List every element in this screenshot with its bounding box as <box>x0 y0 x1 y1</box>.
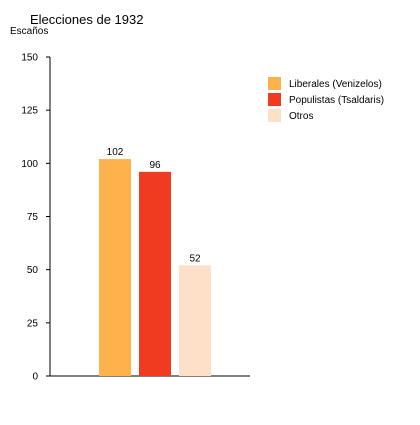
bars: 102 96 52 <box>99 147 211 376</box>
bar <box>139 171 171 376</box>
chart-title: Elecciones de 1932 <box>30 12 143 27</box>
y-tick-label: 0 <box>32 372 38 383</box>
bar <box>99 159 131 376</box>
y-axis-label: Escaños <box>10 26 48 37</box>
y-tick-label: 50 <box>27 265 39 276</box>
data-label: 102 <box>107 147 124 158</box>
legend: Liberales (Venizelos) Populistas (Tsaldar… <box>268 77 384 122</box>
legend-swatch <box>268 77 281 90</box>
legend-label: Populistas (Tsaldaris) <box>289 95 384 106</box>
data-label: 52 <box>189 253 201 264</box>
legend-swatch <box>268 93 281 106</box>
y-tick-label: 150 <box>21 53 38 64</box>
data-label: 96 <box>149 160 161 171</box>
y-tick-label: 75 <box>27 212 39 223</box>
y-tick-label: 25 <box>27 318 39 329</box>
axes: 0 25 50 75 100 125 150 <box>21 53 250 383</box>
legend-label: Liberales (Venizelos) <box>289 79 382 90</box>
y-tick-label: 125 <box>21 106 38 117</box>
legend-label: Otros <box>289 111 313 122</box>
bar <box>179 265 211 376</box>
legend-swatch <box>268 109 281 122</box>
y-tick-label: 100 <box>21 159 38 170</box>
